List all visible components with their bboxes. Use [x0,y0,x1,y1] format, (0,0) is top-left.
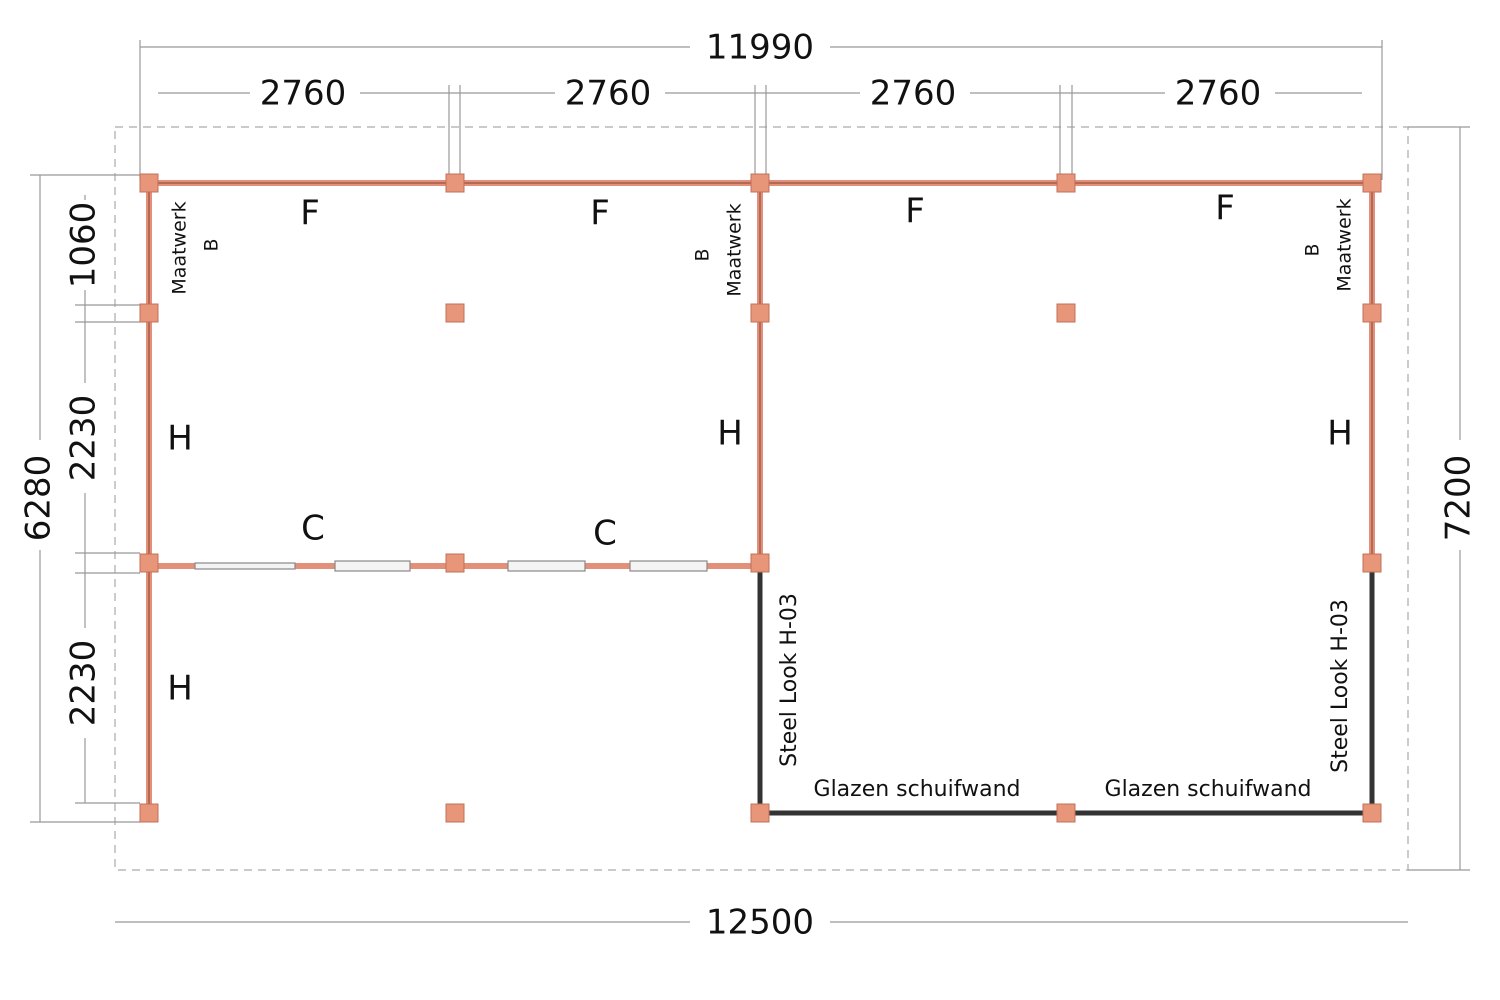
wall-label: H [167,669,193,709]
dimension: 2760 [565,74,652,114]
dimension: 2760 [1175,74,1262,114]
dimension: 12500 [706,903,814,943]
wall-label: C [301,509,325,549]
wall-label: F [300,194,320,234]
custom-label: Maatwerk [169,201,191,294]
glass-label: Glazen schuifwand [1105,777,1312,802]
dimension: 7200 [1439,455,1479,542]
custom-code: B [692,248,714,261]
wall-label: H [717,414,743,454]
dimension: 2760 [260,74,347,114]
steel-label: Steel Look H-03 [777,593,802,767]
wall-label: F [590,194,610,234]
glass-label: Glazen schuifwand [814,777,1021,802]
wall-label: H [167,419,193,459]
dimension: 11990 [706,28,814,68]
dimension: 2230 [64,640,104,727]
wall-label: F [905,192,925,232]
wall-label: F [1215,189,1235,229]
wall-label: H [1327,414,1353,454]
custom-code: B [1302,243,1324,256]
steel-label: Steel Look H-03 [1328,599,1353,773]
dimension: 2760 [870,74,957,114]
custom-label: Maatwerk [724,203,746,296]
dimension: 2230 [64,395,104,482]
custom-label: Maatwerk [1334,198,1356,291]
wall-label: C [593,514,617,554]
custom-code: B [201,238,223,251]
dimension: 6280 [19,455,59,542]
dimension: 1060 [64,202,104,289]
